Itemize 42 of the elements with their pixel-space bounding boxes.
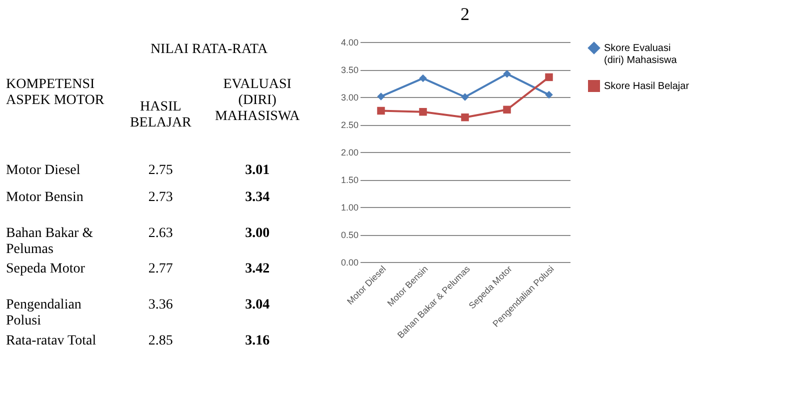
legend-label: Skore Evaluasi (diri) Mahasiswa bbox=[604, 43, 678, 66]
point bbox=[419, 74, 427, 82]
data-label: 3.16 bbox=[245, 333, 270, 348]
data-label: 3.42 bbox=[245, 262, 270, 277]
y-tick-label: 1.50 bbox=[340, 175, 358, 185]
y-tick-label: 3.50 bbox=[340, 65, 358, 75]
y-tick-label: 2.00 bbox=[340, 148, 358, 158]
data-label: 2.85 bbox=[148, 333, 173, 348]
point bbox=[545, 73, 553, 82]
category-label: Bahan Bakar & Pelumas bbox=[6, 226, 94, 257]
chart-title: 2 bbox=[460, 4, 470, 24]
point bbox=[377, 92, 385, 100]
text: HASIL BELAJAR bbox=[130, 99, 192, 130]
data-label: 2.73 bbox=[148, 190, 173, 206]
category-label: Motor Diesel bbox=[6, 163, 80, 178]
point bbox=[503, 106, 511, 114]
data-label: 3.00 bbox=[245, 226, 270, 241]
point bbox=[461, 113, 469, 122]
data-label: 3.04 bbox=[245, 298, 270, 312]
point bbox=[419, 108, 427, 116]
y-tick-label: 3.00 bbox=[340, 92, 358, 102]
y-tick-label: 0.50 bbox=[340, 230, 358, 240]
y-tick-label: 0.00 bbox=[340, 258, 358, 268]
data-label: 3.34 bbox=[245, 190, 270, 206]
data-label: 2.77 bbox=[148, 262, 173, 277]
text: KOMPETENSI ASPEK MOTOR bbox=[6, 77, 105, 108]
data-label: 2.75 bbox=[148, 163, 173, 178]
point bbox=[545, 90, 553, 99]
category-label: Motor Bensin bbox=[6, 190, 84, 206]
y-tick-label: 4.00 bbox=[340, 38, 358, 48]
y-tick-label: 2.50 bbox=[340, 120, 358, 130]
text: EVALUASI (DIRI) MAHASISWA bbox=[214, 77, 301, 124]
data-label: 2.63 bbox=[148, 226, 173, 241]
legend-label: Skore Hasil Belajar bbox=[604, 81, 690, 92]
point bbox=[377, 106, 385, 115]
point bbox=[503, 70, 511, 78]
data-label: 3.36 bbox=[148, 298, 173, 312]
point bbox=[461, 93, 469, 101]
data-label: 3.01 bbox=[245, 163, 270, 178]
text: NILAI RATA-RATA bbox=[150, 42, 268, 57]
y-tick-label: 1.00 bbox=[340, 202, 358, 212]
category-label: Rata-ratav Total bbox=[6, 333, 96, 348]
